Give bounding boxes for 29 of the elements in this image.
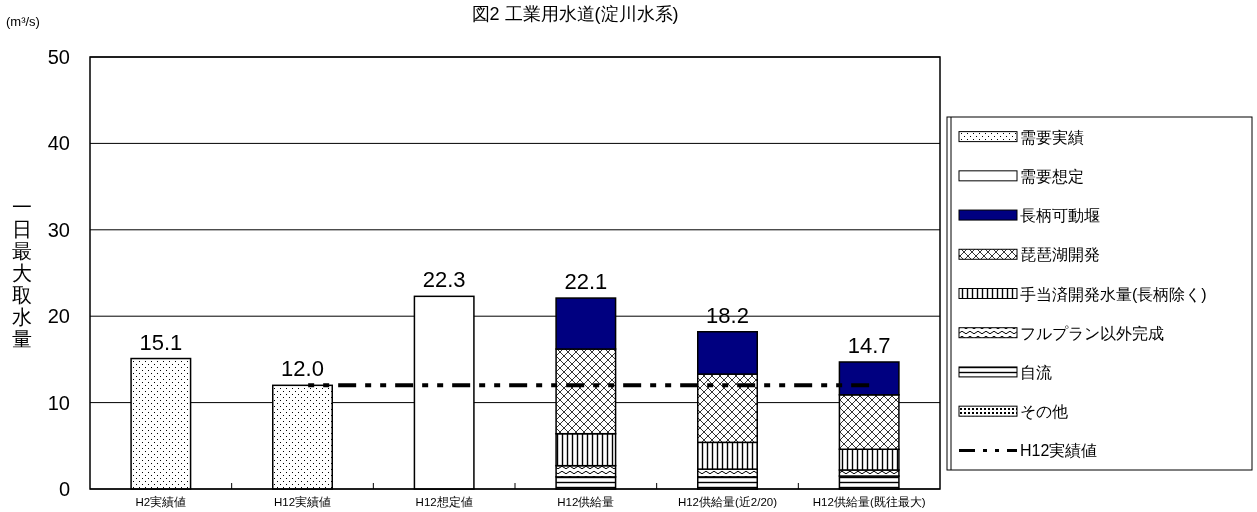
text: (m³/s) bbox=[6, 14, 40, 29]
x-tick-label: H2実績値 bbox=[135, 495, 187, 508]
legend-label: フルプラン以外完成 bbox=[1020, 324, 1164, 342]
legend-label: 長柄可動堰 bbox=[1020, 207, 1100, 225]
y-tick-label: 0 bbox=[58, 478, 70, 500]
legend-label: H12実績値 bbox=[1020, 442, 1098, 460]
y-tick-label: 10 bbox=[47, 391, 70, 414]
total-label: 22.3 bbox=[422, 267, 466, 293]
x-tick-label: H12供給量(近2/20) bbox=[677, 496, 778, 508]
legend-label: 需要実績 bbox=[1020, 128, 1084, 146]
legend-label: 手当済開発水量(長柄除く) bbox=[1020, 285, 1207, 303]
legend-label: その他 bbox=[1020, 403, 1068, 421]
legend-label: 需要想定 bbox=[1020, 167, 1084, 185]
y-tick-label: 20 bbox=[47, 305, 70, 328]
total-label: 14.7 bbox=[847, 332, 891, 358]
y-axis-title: 一日最大取水量 bbox=[12, 196, 32, 350]
chart-title: 図2 工業用水道(淀川水系) bbox=[471, 4, 679, 24]
total-label: 15.1 bbox=[139, 329, 183, 355]
y-tick-label: 50 bbox=[47, 46, 70, 68]
x-tick-label: H12実績値 bbox=[273, 495, 332, 508]
x-tick-label: H12供給量 bbox=[557, 496, 615, 508]
y-tick-label: 40 bbox=[47, 132, 70, 155]
y-tick-label: 30 bbox=[47, 218, 70, 241]
total-label: 12.0 bbox=[281, 356, 324, 382]
x-tick-label: H12供給量(既往最大) bbox=[812, 496, 926, 508]
legend-label: 自流 bbox=[1020, 363, 1052, 381]
legend-label: 琵琶湖開発 bbox=[1020, 246, 1100, 264]
total-label: 22.1 bbox=[564, 269, 608, 295]
x-tick-label: H12想定値 bbox=[415, 495, 473, 508]
